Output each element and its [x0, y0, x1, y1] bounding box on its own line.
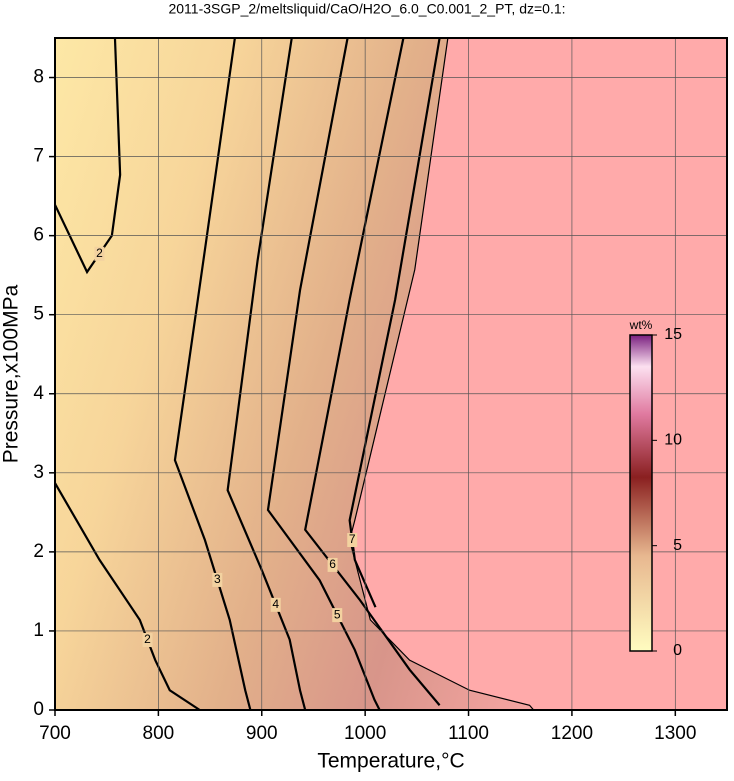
- chart-title: 2011-3SGP_2/meltsliquid/CaO/H2O_6.0_C0.0…: [168, 1, 565, 17]
- y-axis-label: Pressure,x100MPa: [0, 284, 23, 463]
- contour-label-bg: [327, 557, 338, 572]
- contour-label: 4: [272, 597, 279, 611]
- contour-label-bg: [212, 572, 223, 587]
- colorbar: [629, 334, 653, 652]
- x-tick-label: 900: [246, 723, 278, 744]
- y-tick-label: 4: [33, 383, 44, 404]
- y-tick-label: 0: [33, 699, 44, 720]
- x-tick-label: 1300: [654, 723, 696, 744]
- contour-label-bg: [332, 608, 343, 623]
- colorbar-tick-label: 0: [673, 642, 682, 659]
- y-tick-label: 8: [33, 67, 44, 88]
- contour-label-bg: [94, 246, 105, 261]
- x-tick-label: 1200: [551, 723, 593, 744]
- x-axis-label: Temperature,°C: [317, 750, 464, 773]
- contour-label: 5: [334, 607, 341, 621]
- y-tick-label: 7: [33, 146, 44, 167]
- contour-label-bg: [347, 533, 358, 548]
- colorbar-tick-label: 15: [664, 326, 682, 343]
- contour-label-bg: [270, 597, 281, 612]
- x-tick-label: 800: [143, 723, 175, 744]
- contour-label: 2: [96, 246, 103, 260]
- x-tick-label: 1000: [344, 723, 386, 744]
- contour-line: [348, 37, 441, 608]
- y-tick-label: 3: [33, 462, 44, 483]
- colorbar-tick-label: 5: [673, 537, 682, 554]
- contour-label-bg: [142, 633, 153, 648]
- x-tick-label: 700: [39, 723, 71, 744]
- colorbar-tick-label: 10: [664, 432, 682, 449]
- contour-label: 7: [349, 532, 356, 546]
- contour-label: 2: [144, 632, 151, 646]
- y-tick-label: 6: [33, 225, 44, 246]
- contour-label: 6: [329, 557, 336, 571]
- colorbar-title: wt%: [629, 318, 653, 332]
- contour-line: [173, 37, 252, 711]
- x-tick-label: 1100: [448, 723, 489, 744]
- y-tick-label: 5: [33, 304, 44, 325]
- contour-label: 3: [214, 572, 221, 586]
- y-tick-label: 1: [33, 620, 44, 641]
- contour-line: [266, 37, 381, 711]
- plot-frame: [54, 37, 728, 711]
- y-tick-label: 2: [33, 541, 44, 562]
